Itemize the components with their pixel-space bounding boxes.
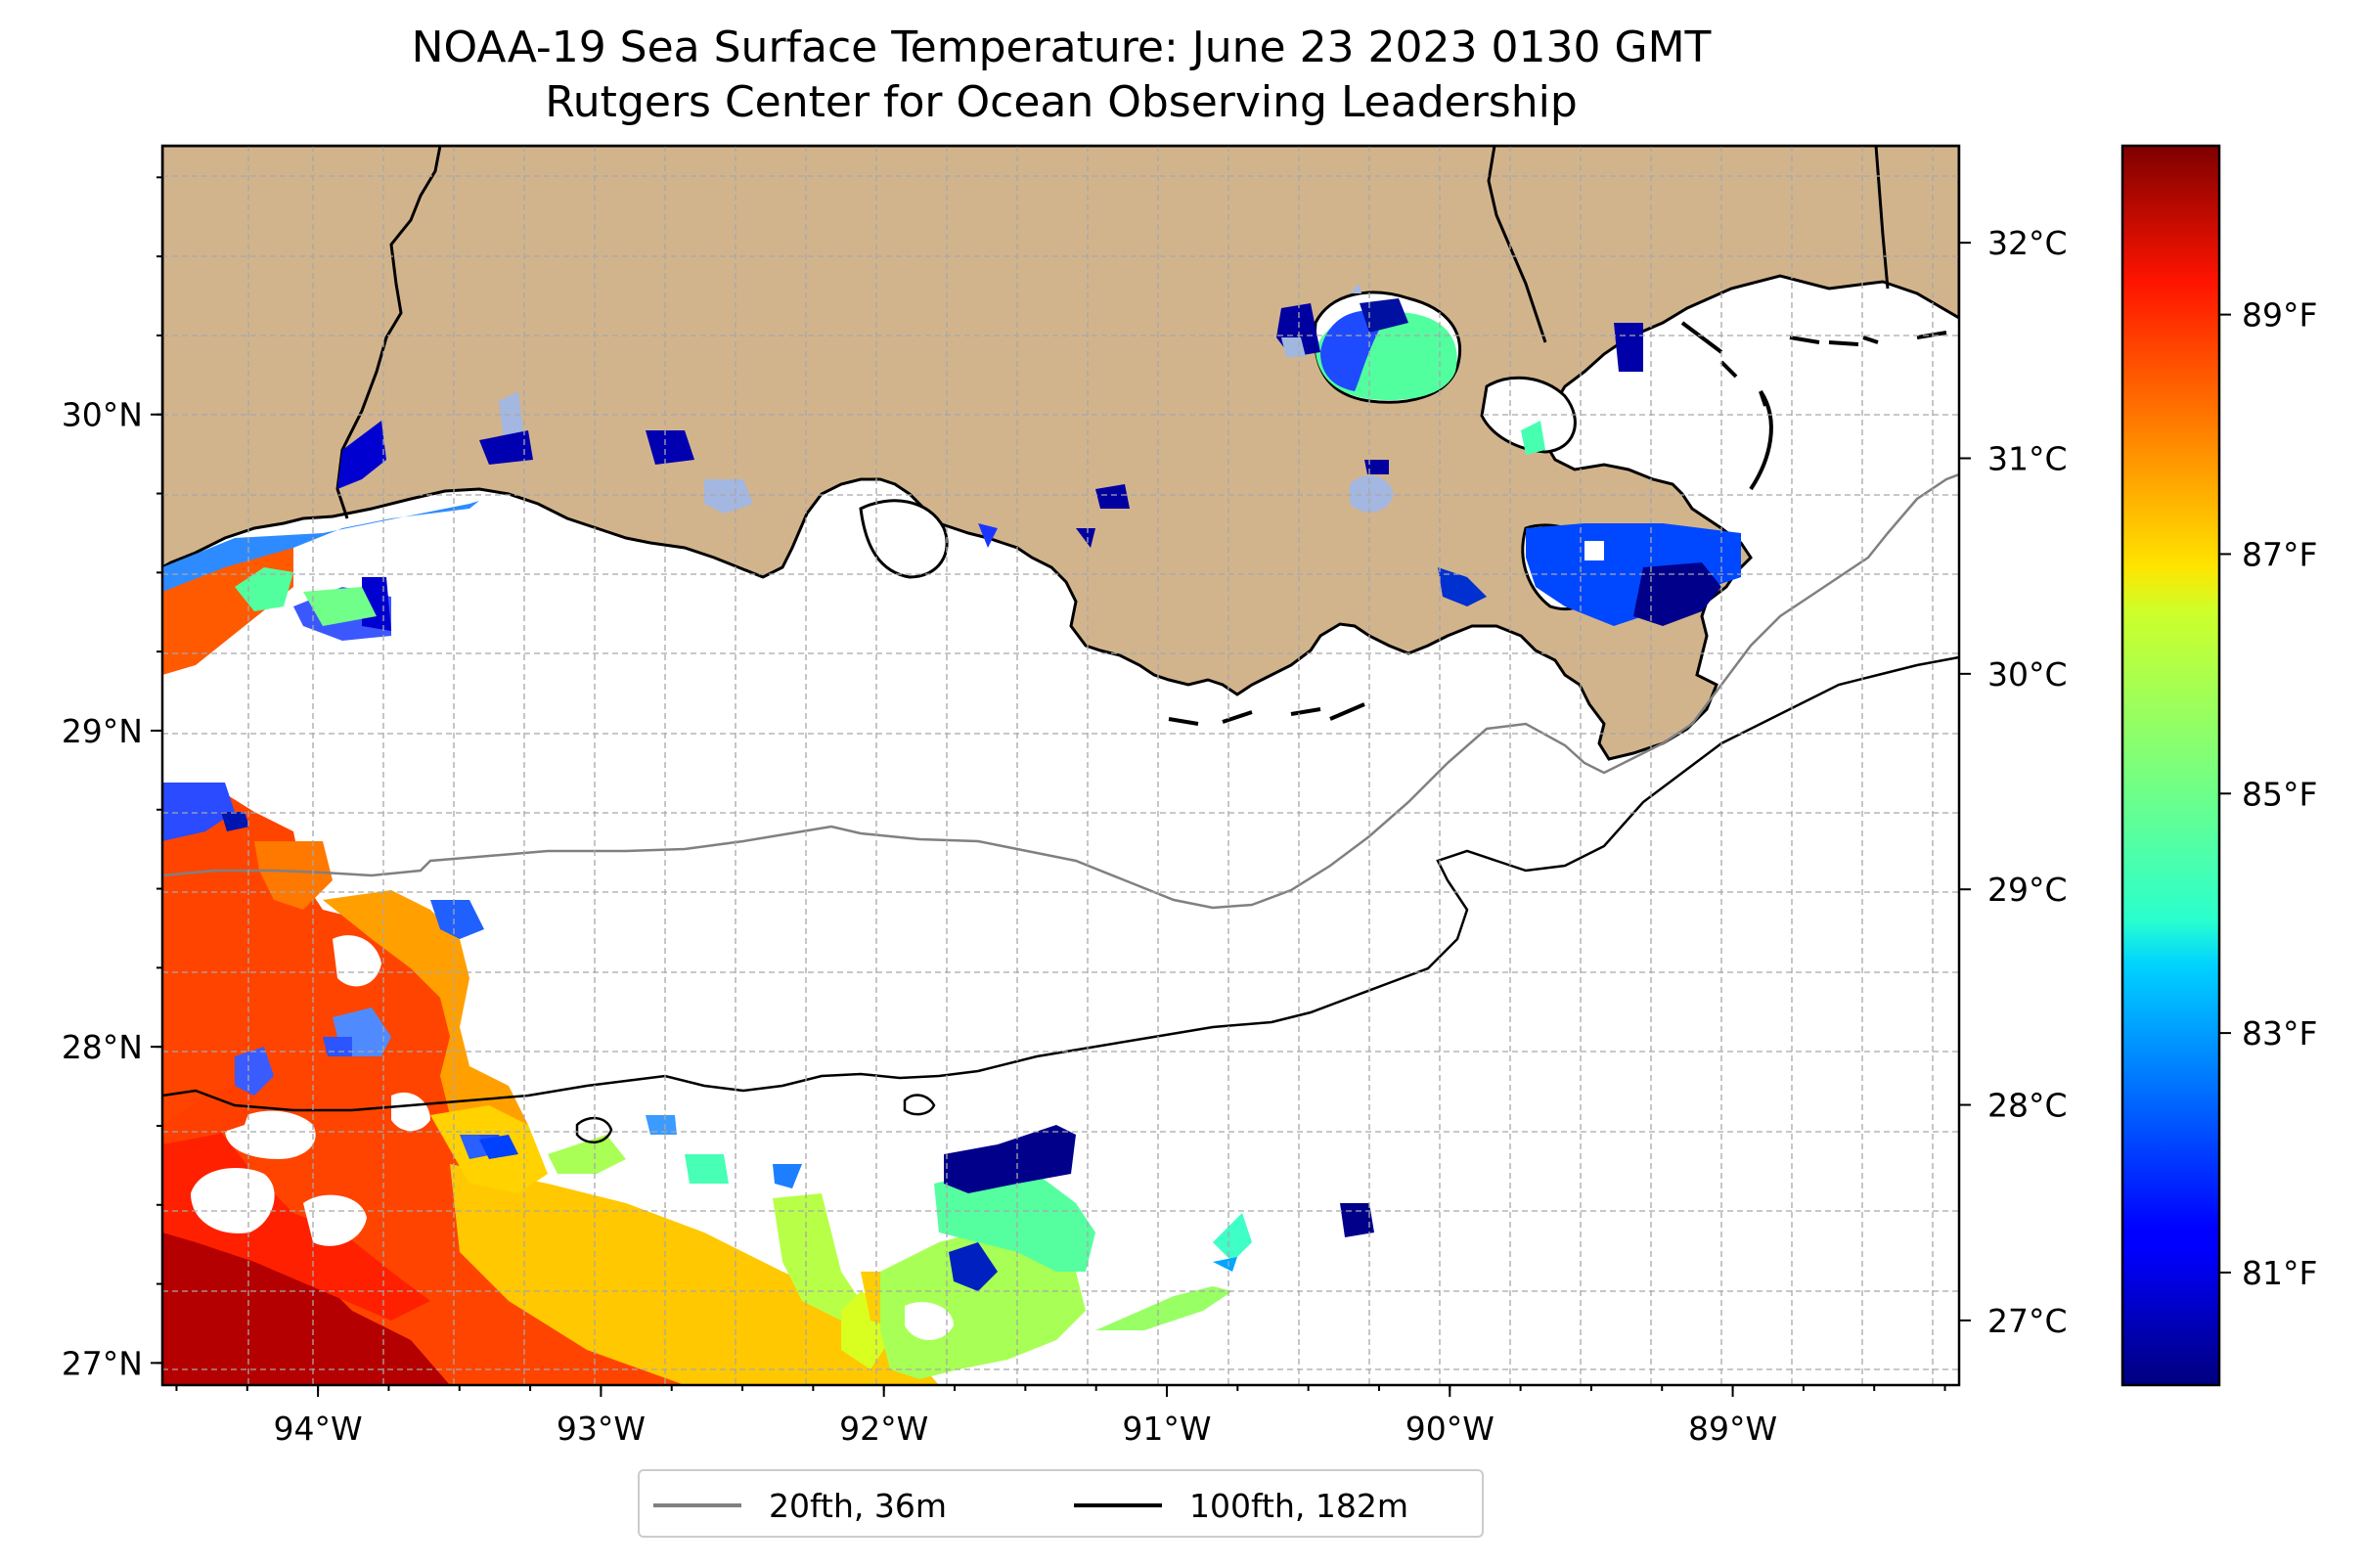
colorbar-celsius-ticks: 27°C 28°C 29°C 30°C 31°C 32°C	[1959, 224, 2068, 1340]
x-tick-label: 94°W	[274, 1410, 363, 1448]
legend-item-20fth: 20fth, 36m	[653, 1485, 947, 1526]
celsius-tick-label: 29°C	[1987, 871, 2068, 909]
state-boundary-3	[1874, 146, 1890, 290]
fahrenheit-tick-label: 85°F	[2242, 775, 2317, 813]
contour-100fth-island-2	[903, 1094, 936, 1116]
x-axis-ticks	[175, 1385, 1946, 1397]
celsius-tick-label: 27°C	[1987, 1302, 2068, 1340]
celsius-tick-label: 31°C	[1987, 440, 2068, 478]
chart-subtitle: Rutgers Center for Ocean Observing Leade…	[545, 77, 1578, 127]
contour-100fth	[162, 655, 1959, 1112]
celsius-tick-label: 28°C	[1987, 1087, 2068, 1125]
y-tick-label: 28°N	[62, 1028, 143, 1066]
colorbar-fahrenheit-ticks: 81°F 83°F 85°F 87°F 89°F	[2219, 296, 2317, 1292]
contour-100fth-island	[575, 1116, 613, 1143]
legend: 20fth, 36m 100fth, 182m	[638, 1469, 1484, 1538]
y-axis-labels: 30°N 29°N 28°N 27°N	[62, 396, 143, 1383]
legend-swatch-20fth	[653, 1503, 741, 1507]
y-axis-ticks	[151, 176, 162, 1365]
map-plot-area	[162, 146, 1959, 1385]
legend-label-100fth: 100fth, 182m	[1189, 1486, 1408, 1525]
state-boundary-2	[1487, 146, 1547, 343]
x-tick-label: 89°W	[1688, 1410, 1777, 1448]
y-tick-label: 29°N	[62, 712, 143, 750]
x-tick-label: 93°W	[557, 1410, 646, 1448]
barrier-islands	[1168, 321, 1947, 726]
map-frame	[160, 144, 1961, 1387]
contour-20fth	[162, 472, 1959, 910]
lake-2	[1480, 376, 1577, 454]
x-tick-label: 91°W	[1122, 1410, 1211, 1448]
legend-swatch-100fth	[1074, 1503, 1162, 1507]
colorbar	[2120, 144, 2221, 1387]
celsius-tick-label: 32°C	[1987, 224, 2068, 262]
x-axis-labels: 94°W 93°W 92°W 91°W 90°W 89°W	[274, 1410, 1778, 1448]
y-tick-label: 27°N	[62, 1344, 143, 1382]
y-tick-label: 30°N	[62, 396, 143, 434]
fahrenheit-tick-label: 83°F	[2242, 1014, 2317, 1053]
fahrenheit-tick-label: 81°F	[2242, 1254, 2317, 1292]
x-tick-label: 92°W	[839, 1410, 928, 1448]
fahrenheit-tick-label: 89°F	[2242, 296, 2317, 335]
legend-label-20fth: 20fth, 36m	[769, 1486, 947, 1525]
fahrenheit-tick-label: 87°F	[2242, 535, 2317, 573]
chart-title: NOAA-19 Sea Surface Temperature: June 23…	[411, 22, 1712, 72]
celsius-tick-label: 30°C	[1987, 655, 2068, 694]
gridlines	[162, 146, 1959, 1385]
x-tick-label: 90°W	[1406, 1410, 1495, 1448]
sst-patches	[162, 284, 1741, 1385]
legend-item-100fth: 100fth, 182m	[1074, 1485, 1408, 1526]
